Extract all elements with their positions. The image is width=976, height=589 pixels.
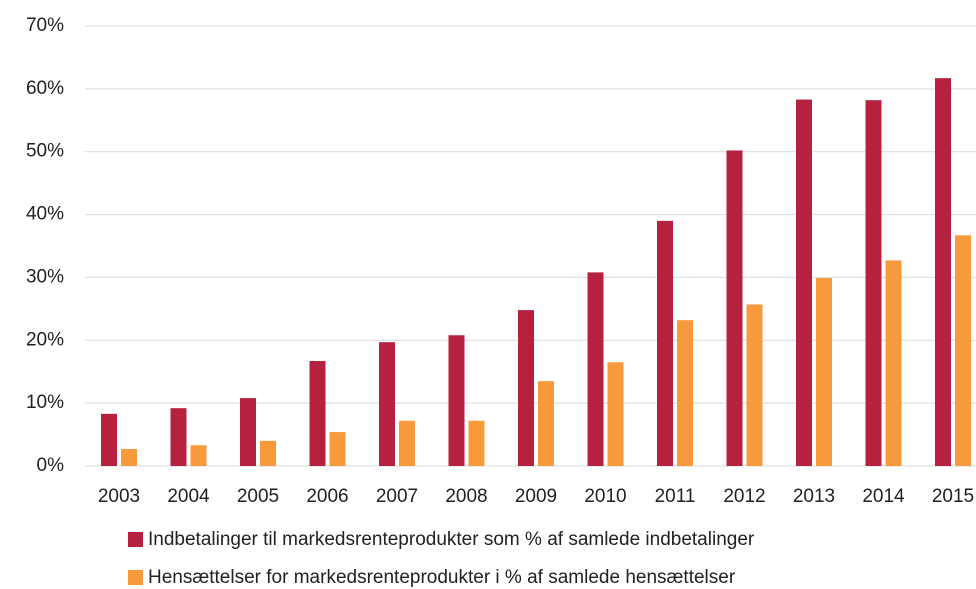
y-tick-label: 30% bbox=[26, 266, 64, 287]
x-tick-label: 2005 bbox=[237, 486, 279, 507]
legend-label: Indbetalinger til markedsrenteprodukter … bbox=[148, 529, 755, 550]
bar bbox=[379, 342, 395, 466]
bar bbox=[796, 99, 812, 467]
bar bbox=[448, 335, 465, 466]
bar bbox=[607, 362, 624, 466]
y-tick-label: 60% bbox=[26, 78, 64, 99]
x-tick-label: 2006 bbox=[306, 486, 348, 507]
y-tick-label: 70% bbox=[26, 15, 64, 36]
bar bbox=[865, 100, 882, 467]
legend-swatch bbox=[128, 570, 143, 585]
bar bbox=[170, 408, 187, 466]
bar bbox=[677, 320, 693, 466]
x-tick-label: 2007 bbox=[376, 486, 418, 507]
bar bbox=[260, 440, 276, 466]
y-tick-label: 10% bbox=[26, 392, 64, 413]
y-tick-label: 50% bbox=[26, 141, 64, 162]
bar bbox=[587, 272, 604, 466]
x-tick-label: 2008 bbox=[445, 486, 487, 507]
bar bbox=[518, 310, 534, 466]
x-tick-label: 2015 bbox=[932, 486, 974, 507]
bar bbox=[726, 150, 743, 466]
bar bbox=[309, 361, 326, 466]
x-tick-label: 2010 bbox=[584, 486, 626, 507]
x-tick-label: 2013 bbox=[793, 486, 835, 507]
bar bbox=[468, 420, 485, 466]
bar bbox=[240, 398, 256, 466]
bar bbox=[329, 432, 346, 466]
x-tick-label: 2004 bbox=[167, 486, 210, 507]
x-tick-label: 2014 bbox=[862, 486, 905, 507]
bar bbox=[190, 445, 207, 466]
y-tick-label: 20% bbox=[26, 329, 64, 350]
bar bbox=[816, 278, 832, 466]
bar bbox=[885, 260, 902, 466]
y-tick-label: 0% bbox=[37, 455, 65, 476]
x-tick-label: 2003 bbox=[98, 486, 140, 507]
bar bbox=[121, 449, 137, 466]
y-tick-label: 40% bbox=[26, 204, 64, 225]
bar bbox=[399, 420, 415, 466]
legend-label: Hensættelser for markedsrenteprodukter i… bbox=[148, 567, 736, 588]
x-tick-label: 2009 bbox=[515, 486, 557, 507]
legend-swatch bbox=[128, 532, 143, 547]
bar bbox=[657, 220, 673, 466]
bar bbox=[746, 304, 763, 466]
bar bbox=[935, 78, 951, 467]
x-tick-label: 2011 bbox=[655, 486, 696, 507]
bar bbox=[538, 381, 554, 466]
bar bbox=[101, 413, 117, 466]
bar bbox=[955, 235, 971, 466]
x-tick-label: 2012 bbox=[723, 486, 765, 507]
